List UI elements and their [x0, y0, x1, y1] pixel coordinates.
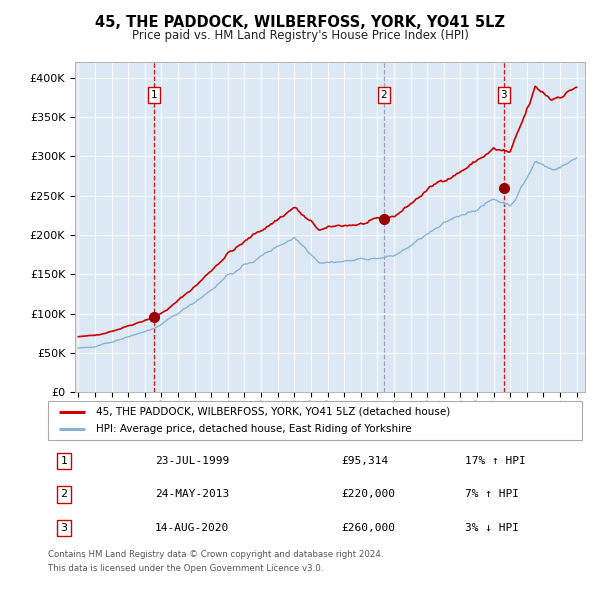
Text: £260,000: £260,000 — [342, 523, 396, 533]
Text: £220,000: £220,000 — [342, 490, 396, 499]
Text: 45, THE PADDOCK, WILBERFOSS, YORK, YO41 5LZ (detached house): 45, THE PADDOCK, WILBERFOSS, YORK, YO41 … — [96, 407, 451, 417]
Text: Price paid vs. HM Land Registry's House Price Index (HPI): Price paid vs. HM Land Registry's House … — [131, 30, 469, 42]
Text: 3: 3 — [61, 523, 68, 533]
Text: 1: 1 — [151, 90, 157, 100]
Text: 1: 1 — [61, 456, 68, 466]
Text: 2: 2 — [61, 490, 68, 499]
Text: £95,314: £95,314 — [342, 456, 389, 466]
Text: 3% ↓ HPI: 3% ↓ HPI — [464, 523, 518, 533]
Text: 7% ↑ HPI: 7% ↑ HPI — [464, 490, 518, 499]
Text: 23-JUL-1999: 23-JUL-1999 — [155, 456, 229, 466]
Text: HPI: Average price, detached house, East Riding of Yorkshire: HPI: Average price, detached house, East… — [96, 424, 412, 434]
Text: This data is licensed under the Open Government Licence v3.0.: This data is licensed under the Open Gov… — [48, 564, 323, 573]
Text: 45, THE PADDOCK, WILBERFOSS, YORK, YO41 5LZ: 45, THE PADDOCK, WILBERFOSS, YORK, YO41 … — [95, 15, 505, 30]
Text: 24-MAY-2013: 24-MAY-2013 — [155, 490, 229, 499]
Text: 17% ↑ HPI: 17% ↑ HPI — [464, 456, 525, 466]
Text: 3: 3 — [500, 90, 507, 100]
Text: Contains HM Land Registry data © Crown copyright and database right 2024.: Contains HM Land Registry data © Crown c… — [48, 550, 383, 559]
Text: 14-AUG-2020: 14-AUG-2020 — [155, 523, 229, 533]
FancyBboxPatch shape — [48, 401, 582, 440]
Text: 2: 2 — [380, 90, 387, 100]
